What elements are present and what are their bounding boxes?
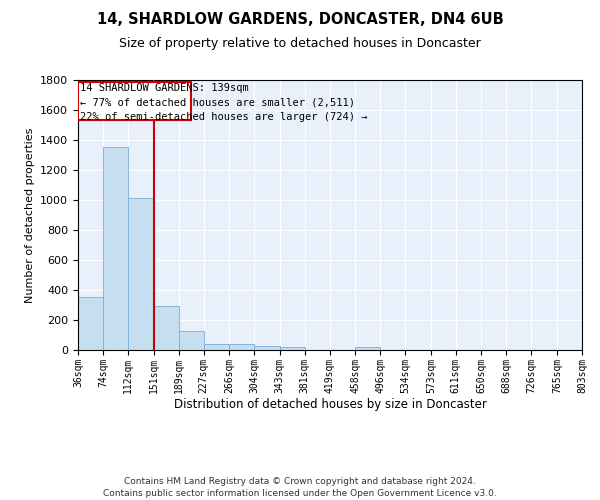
X-axis label: Distribution of detached houses by size in Doncaster: Distribution of detached houses by size … xyxy=(173,398,487,411)
Bar xyxy=(103,146,128,350)
Bar xyxy=(280,347,305,350)
Bar xyxy=(203,344,229,350)
Text: 14, SHARDLOW GARDENS, DONCASTER, DN4 6UB: 14, SHARDLOW GARDENS, DONCASTER, DN4 6UB xyxy=(97,12,503,28)
Bar xyxy=(229,344,254,350)
Bar xyxy=(154,306,179,350)
Text: 14 SHARDLOW GARDENS: 139sqm
← 77% of detached houses are smaller (2,511)
22% of : 14 SHARDLOW GARDENS: 139sqm ← 77% of det… xyxy=(80,84,367,122)
Text: Size of property relative to detached houses in Doncaster: Size of property relative to detached ho… xyxy=(119,38,481,51)
Y-axis label: Number of detached properties: Number of detached properties xyxy=(25,128,35,302)
Bar xyxy=(78,297,103,350)
Text: Contains HM Land Registry data © Crown copyright and database right 2024.
Contai: Contains HM Land Registry data © Crown c… xyxy=(103,476,497,498)
Bar xyxy=(128,198,154,350)
Bar xyxy=(179,330,203,350)
Bar xyxy=(355,347,380,350)
FancyBboxPatch shape xyxy=(78,82,191,120)
Bar xyxy=(254,346,280,350)
